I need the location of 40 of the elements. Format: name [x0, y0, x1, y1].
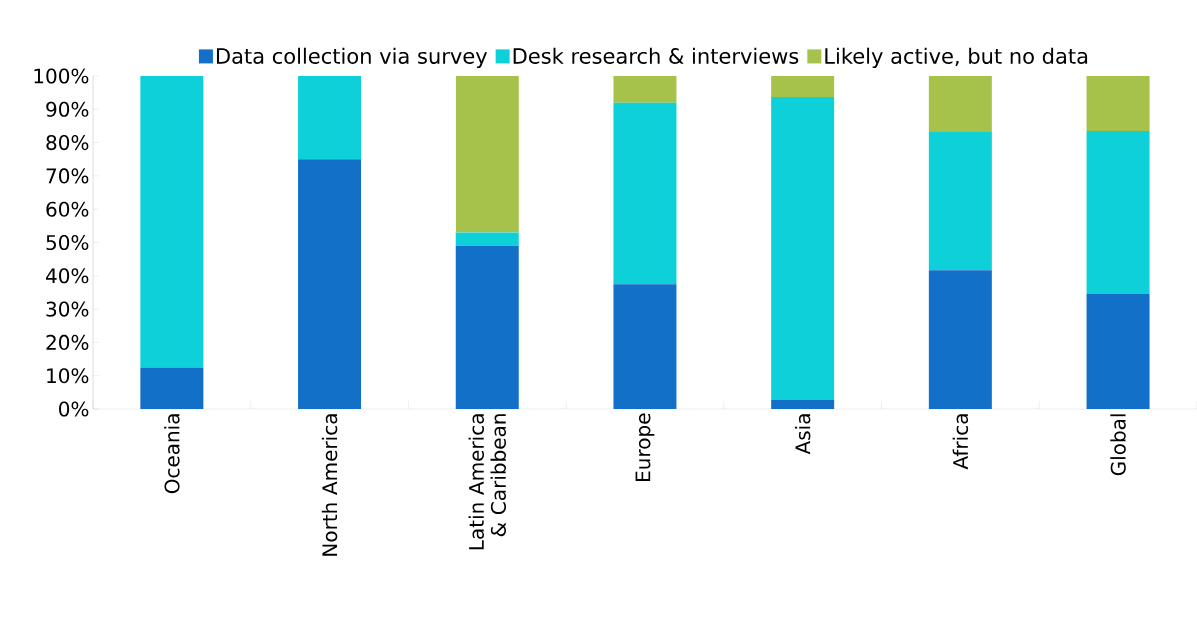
bar	[928, 76, 992, 132]
y-tick-label: 40%	[45, 268, 89, 284]
bar	[613, 76, 677, 103]
y-tick-label: 60%	[46, 201, 89, 217]
y-tick-label: 70%	[46, 168, 89, 184]
bar	[298, 76, 362, 160]
bar	[140, 76, 204, 368]
bar	[1086, 130, 1150, 295]
bar	[928, 270, 992, 409]
y-tick-label: 10%	[47, 368, 89, 384]
bar	[771, 400, 835, 409]
bar	[771, 96, 835, 401]
y-tick-label: 90%	[46, 101, 89, 117]
legend-label: Data collection via survey	[216, 47, 488, 69]
x-tick-label: Latin America & Caribbean	[468, 414, 506, 550]
bar	[455, 76, 519, 233]
legend-label: Desk research & interviews	[513, 47, 799, 64]
bar	[298, 159, 362, 409]
x-tick-label: Africa	[952, 414, 969, 470]
bar	[1086, 294, 1150, 409]
bar	[455, 232, 519, 246]
bar	[613, 284, 677, 409]
x-tick-label: Global	[1110, 414, 1126, 476]
legend-label: Likely active, but no data	[825, 47, 1088, 69]
bar	[455, 245, 519, 409]
bar	[613, 102, 677, 285]
bar	[1086, 76, 1150, 131]
y-tick-label: 20%	[46, 334, 89, 350]
y-tick-label: 80%	[46, 135, 89, 151]
bar	[771, 76, 835, 97]
y-tick-label: 0%	[59, 401, 89, 417]
x-tick-label: North America	[321, 414, 338, 556]
y-tick-label: 100%	[34, 68, 89, 84]
bar	[140, 367, 204, 409]
x-tick-label: Europe	[635, 413, 655, 481]
y-tick-label: 30%	[46, 301, 89, 317]
bar	[928, 131, 992, 271]
x-tick-label: Asia	[794, 414, 811, 455]
y-tick-label: 50%	[46, 234, 89, 251]
x-tick-label: Oceania	[164, 414, 180, 494]
